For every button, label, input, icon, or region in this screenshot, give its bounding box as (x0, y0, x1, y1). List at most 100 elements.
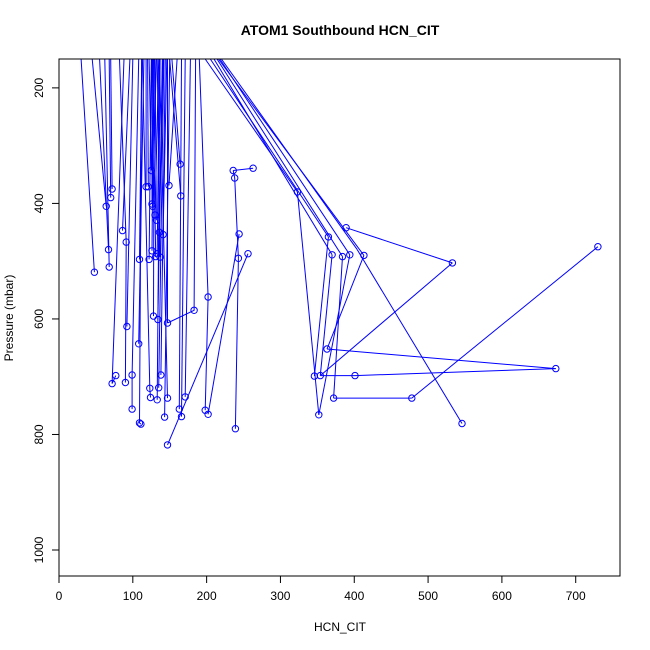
data-point (408, 394, 416, 402)
data-point (118, 226, 127, 235)
y-tick-label: 400 (32, 193, 46, 213)
series-line (152, 58, 157, 207)
series-line (167, 58, 197, 324)
data-point (108, 185, 116, 193)
series-line (356, 249, 463, 424)
data-point (163, 394, 172, 402)
data-point (165, 181, 173, 190)
data-point (154, 315, 162, 324)
data-point (135, 419, 144, 427)
data-point (231, 174, 239, 182)
series-line (354, 368, 556, 377)
series-line (216, 58, 343, 257)
series-line (158, 58, 168, 399)
series-line (153, 58, 155, 317)
data-point (328, 251, 336, 259)
series-line (138, 58, 143, 425)
series-line (156, 58, 161, 258)
series-line (148, 58, 152, 171)
data-point (151, 211, 159, 219)
data-point (338, 252, 347, 261)
x-tick-label: 400 (344, 589, 364, 603)
series-line (126, 58, 134, 327)
series-line (158, 58, 165, 388)
series-line (318, 254, 351, 415)
series-line (345, 227, 453, 264)
data-point (204, 410, 212, 418)
series-line (111, 58, 125, 384)
series-line (91, 58, 107, 207)
series-line (326, 255, 365, 350)
data-point (159, 230, 167, 239)
data-point (360, 251, 368, 260)
series-line (122, 58, 131, 231)
data-point (229, 166, 237, 175)
series-line (99, 58, 109, 250)
series-line (181, 58, 186, 417)
data-point (235, 230, 243, 238)
data-point (177, 412, 186, 421)
data-point (346, 251, 354, 259)
series-line (207, 233, 240, 415)
series-line (319, 254, 333, 376)
data-point (249, 164, 257, 172)
series-line (234, 177, 239, 259)
series-line (184, 58, 191, 397)
data-point (204, 293, 212, 301)
chart-title: ATOM1 Southbound HCN_CIT (241, 22, 440, 38)
series-line (296, 191, 320, 415)
plot-frame (58, 58, 621, 577)
data-point (155, 384, 163, 392)
data-point (153, 396, 161, 404)
data-point (122, 238, 130, 246)
data-point (90, 268, 99, 276)
data-point (594, 243, 602, 251)
series-line (326, 348, 556, 370)
series-line (169, 58, 182, 196)
x-tick-label: 100 (123, 589, 143, 603)
series-line (168, 58, 178, 186)
x-tick-label: 0 (56, 589, 63, 603)
data-point (137, 420, 145, 428)
series-line (219, 58, 351, 256)
y-tick-label: 200 (32, 78, 46, 98)
series-line (108, 58, 112, 198)
series-line (232, 170, 236, 179)
data-point (329, 394, 338, 402)
data-point (145, 255, 153, 264)
y-tick-label: 1000 (32, 536, 46, 563)
data-point (108, 379, 116, 388)
data-point (316, 371, 324, 380)
series-line (411, 246, 599, 399)
series-line (110, 58, 113, 190)
data-point (231, 425, 240, 433)
data-point (448, 259, 457, 267)
series-line (333, 256, 343, 399)
x-tick-label: 200 (197, 589, 217, 603)
series-line (313, 236, 329, 377)
data-point (163, 319, 172, 327)
data-point (351, 371, 359, 380)
data-point (234, 254, 243, 262)
series-line (178, 58, 182, 410)
series-line (162, 58, 168, 235)
x-tick-label: 700 (566, 589, 586, 603)
series-line (147, 58, 149, 187)
data-point (244, 250, 252, 258)
x-tick-label: 300 (270, 589, 290, 603)
data-point (128, 405, 136, 413)
data-point (323, 345, 331, 353)
series-line (119, 58, 127, 383)
data-point (293, 188, 302, 196)
data-point (315, 411, 323, 419)
data-point (152, 216, 161, 224)
data-point (156, 253, 164, 261)
series-line (104, 58, 110, 268)
series-line (198, 58, 209, 411)
data-point (342, 224, 350, 232)
data-point (147, 166, 156, 175)
data-point (135, 255, 144, 264)
data-point (107, 193, 115, 202)
series-lines (80, 58, 599, 446)
series-points (90, 160, 602, 449)
